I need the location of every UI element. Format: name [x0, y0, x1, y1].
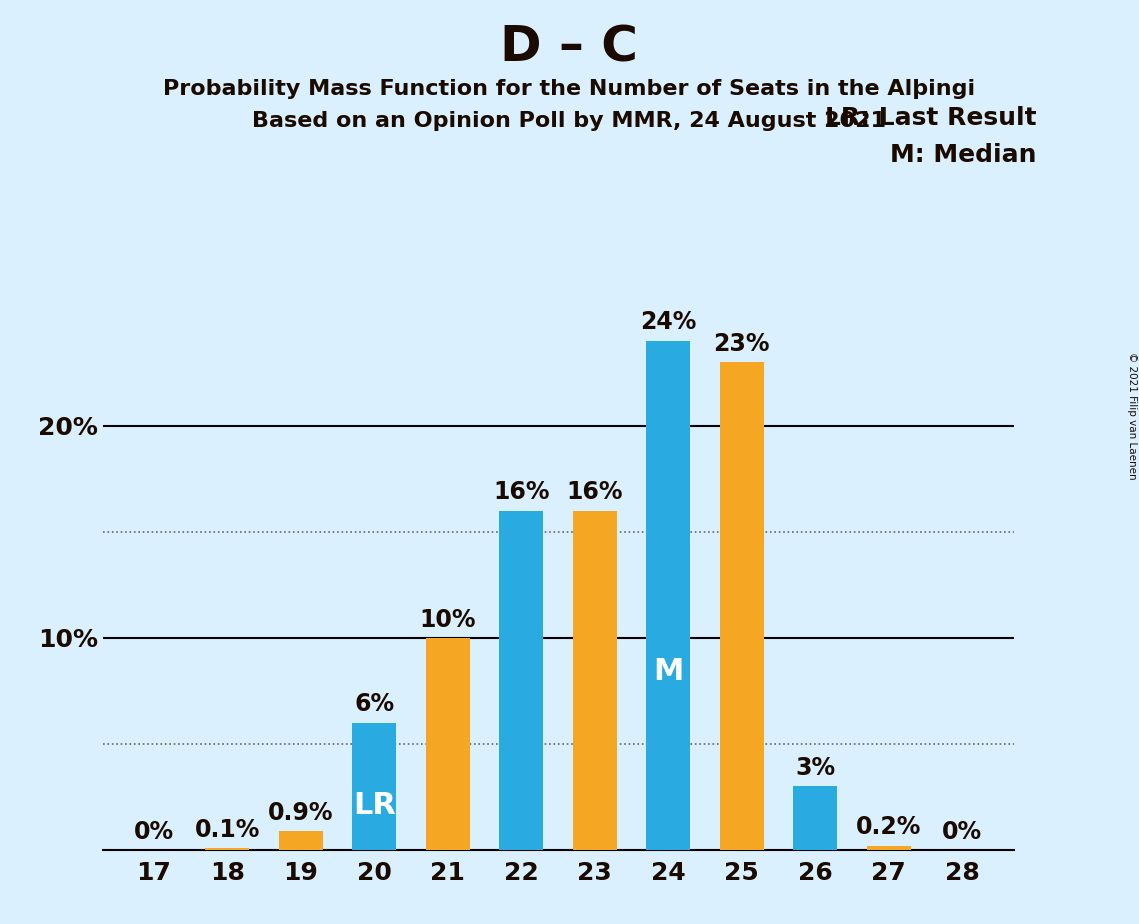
Text: 0.2%: 0.2% — [857, 816, 921, 840]
Text: M: Median: M: Median — [890, 143, 1036, 167]
Text: 0%: 0% — [134, 820, 174, 844]
Text: 3%: 3% — [795, 756, 835, 780]
Bar — [205, 848, 249, 850]
Text: D – C: D – C — [500, 23, 639, 71]
Text: 23%: 23% — [713, 332, 770, 356]
Text: M: M — [653, 657, 683, 687]
Text: 0.9%: 0.9% — [268, 800, 334, 824]
Text: 6%: 6% — [354, 692, 394, 716]
Bar — [867, 845, 911, 850]
Text: 10%: 10% — [419, 608, 476, 631]
Bar — [352, 723, 396, 850]
Text: © 2021 Filip van Laenen: © 2021 Filip van Laenen — [1126, 352, 1137, 480]
Text: Probability Mass Function for the Number of Seats in the Alþingi: Probability Mass Function for the Number… — [163, 79, 976, 99]
Bar — [279, 831, 323, 850]
Text: 0%: 0% — [942, 820, 982, 844]
Bar — [426, 638, 470, 850]
Bar — [499, 511, 543, 850]
Bar — [720, 362, 764, 850]
Bar — [646, 341, 690, 850]
Text: 16%: 16% — [493, 480, 550, 505]
Text: Based on an Opinion Poll by MMR, 24 August 2021: Based on an Opinion Poll by MMR, 24 Augu… — [253, 111, 886, 131]
Text: LR: Last Result: LR: Last Result — [825, 106, 1036, 130]
Text: 16%: 16% — [566, 480, 623, 505]
Bar — [573, 511, 617, 850]
Text: 0.1%: 0.1% — [195, 818, 260, 842]
Text: 24%: 24% — [640, 310, 697, 334]
Text: LR: LR — [353, 791, 396, 820]
Bar — [793, 786, 837, 850]
